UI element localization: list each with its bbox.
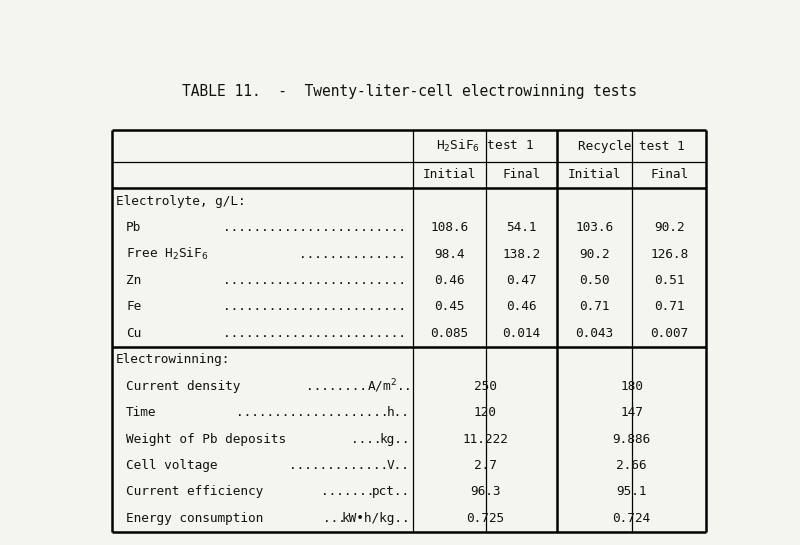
Text: 0.007: 0.007 [650, 327, 688, 340]
Text: 96.3: 96.3 [470, 486, 500, 499]
Text: Final: Final [502, 168, 540, 181]
Text: Pb: Pb [126, 221, 142, 234]
Text: Free H$_2$SiF$_6$: Free H$_2$SiF$_6$ [126, 246, 209, 262]
Text: kW•h/kg..: kW•h/kg.. [342, 512, 410, 525]
Text: Cu: Cu [126, 327, 142, 340]
Text: 0.50: 0.50 [579, 274, 610, 287]
Text: ....................: .................... [236, 406, 389, 419]
Text: Electrolyte, g/L:: Electrolyte, g/L: [115, 195, 245, 208]
Text: H$_2$SiF$_6$ test 1: H$_2$SiF$_6$ test 1 [436, 138, 534, 154]
Text: 90.2: 90.2 [579, 247, 610, 261]
Text: 103.6: 103.6 [575, 221, 614, 234]
Text: V..: V.. [387, 459, 410, 472]
Text: ........................: ........................ [222, 274, 406, 287]
Text: h..: h.. [387, 406, 410, 419]
Text: 0.014: 0.014 [502, 327, 540, 340]
Text: Zn: Zn [126, 274, 142, 287]
Text: A/m$^2$..: A/m$^2$.. [366, 378, 410, 395]
Text: 108.6: 108.6 [430, 221, 469, 234]
Text: Initial: Initial [568, 168, 621, 181]
Text: ........................: ........................ [222, 300, 406, 313]
Text: 0.46: 0.46 [506, 300, 537, 313]
Text: ........................: ........................ [222, 221, 406, 234]
Text: 0.45: 0.45 [434, 300, 465, 313]
Text: 11.222: 11.222 [462, 433, 508, 446]
Text: 120: 120 [474, 406, 497, 419]
Text: 2.7: 2.7 [474, 459, 497, 472]
Text: ........................: ........................ [222, 327, 406, 340]
Text: 54.1: 54.1 [506, 221, 537, 234]
Text: 180: 180 [620, 380, 643, 393]
Text: 0.51: 0.51 [654, 274, 685, 287]
Text: ....: .... [351, 433, 382, 446]
Text: pct..: pct.. [372, 486, 410, 499]
Text: .............: ............. [290, 459, 389, 472]
Text: ........: ........ [306, 380, 367, 393]
Text: 0.043: 0.043 [575, 327, 614, 340]
Text: 90.2: 90.2 [654, 221, 685, 234]
Text: 9.886: 9.886 [613, 433, 650, 446]
Text: Fe: Fe [126, 300, 142, 313]
Text: 147: 147 [620, 406, 643, 419]
Text: kg..: kg.. [379, 433, 410, 446]
Text: ...: ... [323, 512, 346, 525]
Text: 250: 250 [474, 380, 497, 393]
Text: 0.725: 0.725 [466, 512, 504, 525]
Text: Final: Final [650, 168, 688, 181]
Text: 0.47: 0.47 [506, 274, 537, 287]
Text: Weight of Pb deposits: Weight of Pb deposits [126, 433, 286, 446]
Text: Initial: Initial [422, 168, 476, 181]
Text: 0.71: 0.71 [579, 300, 610, 313]
Text: Time: Time [126, 406, 157, 419]
Text: ..............: .............. [299, 247, 406, 261]
Text: 98.4: 98.4 [434, 247, 465, 261]
Text: 95.1: 95.1 [616, 486, 647, 499]
Text: .......: ....... [321, 486, 374, 499]
Text: 0.71: 0.71 [654, 300, 685, 313]
Text: Current efficiency: Current efficiency [126, 486, 263, 499]
Text: Current density: Current density [126, 380, 241, 393]
Text: 0.085: 0.085 [430, 327, 469, 340]
Text: Electrowinning:: Electrowinning: [115, 353, 230, 366]
Text: Recycle test 1: Recycle test 1 [578, 140, 685, 153]
Text: Cell voltage: Cell voltage [126, 459, 218, 472]
Text: 0.724: 0.724 [613, 512, 650, 525]
Text: 0.46: 0.46 [434, 274, 465, 287]
Text: 126.8: 126.8 [650, 247, 688, 261]
Text: TABLE 11.  -  Twenty-liter-cell electrowinning tests: TABLE 11. - Twenty-liter-cell electrowin… [182, 84, 638, 99]
Text: 2.66: 2.66 [616, 459, 647, 472]
Text: Energy consumption: Energy consumption [126, 512, 263, 525]
Text: 138.2: 138.2 [502, 247, 540, 261]
